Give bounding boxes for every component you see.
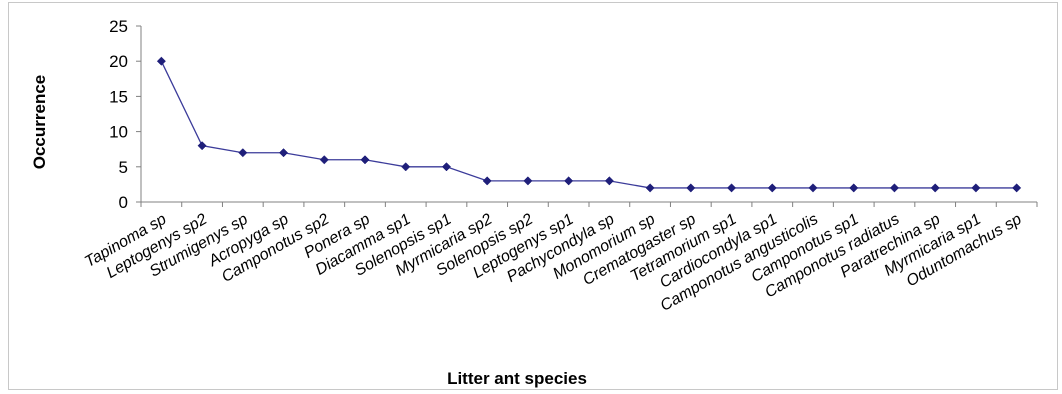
- data-point-marker: [1012, 183, 1022, 193]
- data-point-marker: [686, 183, 696, 193]
- data-point-marker: [482, 176, 492, 186]
- axes-layer: [136, 25, 1038, 207]
- y-tick-label: 20: [109, 52, 128, 71]
- data-point-marker: [767, 183, 777, 193]
- data-point-marker: [564, 176, 574, 186]
- y-tick-labels: 0 5 10 15 20 25: [109, 17, 128, 212]
- data-point-marker: [849, 183, 859, 193]
- chart-frame: [8, 2, 1058, 390]
- data-point-marker: [604, 176, 614, 186]
- data-point-marker: [197, 141, 207, 151]
- data-point-marker: [930, 183, 940, 193]
- data-point-marker: [645, 183, 655, 193]
- y-tick-label: 5: [119, 158, 128, 177]
- data-point-marker: [889, 183, 900, 193]
- data-point-marker: [971, 183, 981, 193]
- x-axis-title: Litter ant species: [447, 369, 587, 388]
- data-point-marker: [523, 176, 533, 186]
- y-tick-label: 0: [119, 193, 128, 212]
- data-point-marker: [401, 162, 411, 172]
- data-point-marker: [360, 155, 370, 165]
- data-point-marker: [726, 183, 737, 193]
- series-layer: [156, 56, 1022, 193]
- data-point-marker: [238, 148, 248, 158]
- data-point-marker: [278, 148, 289, 158]
- data-point-marker: [319, 155, 329, 165]
- data-point-marker: [808, 183, 818, 193]
- data-point-marker: [441, 162, 452, 172]
- y-tick-label: 25: [109, 17, 128, 36]
- y-tick-label: 15: [109, 87, 128, 106]
- series-line: [160, 60, 1017, 189]
- data-point-marker: [156, 56, 166, 66]
- y-tick-label: 10: [109, 123, 128, 142]
- y-axis-title: Occurrence: [30, 75, 49, 170]
